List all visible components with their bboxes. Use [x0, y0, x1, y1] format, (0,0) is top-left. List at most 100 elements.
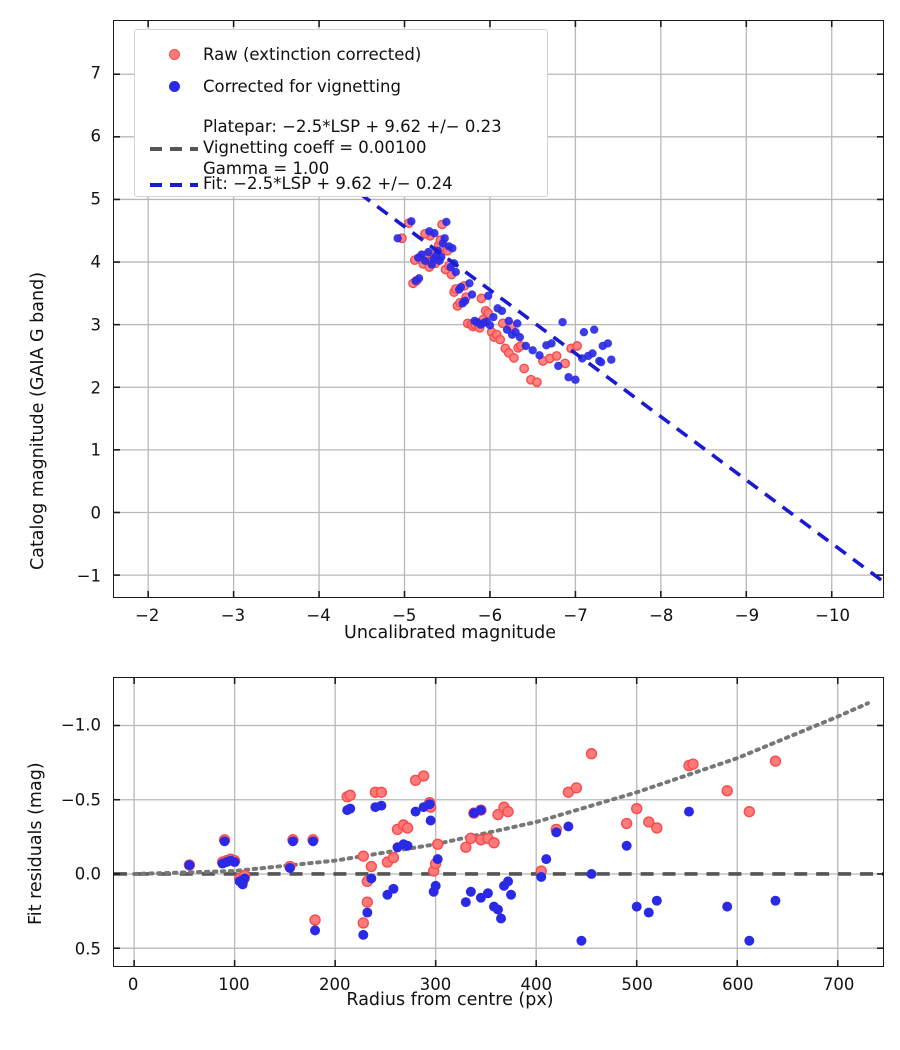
bottom-xaxis-label: Radius from centre (px)	[346, 990, 554, 1010]
data-point	[425, 227, 434, 236]
data-point	[651, 895, 662, 906]
data-point	[366, 873, 377, 884]
fit-residuals-plot	[113, 677, 884, 967]
top-yaxis-label: Catalog magnitude (GAIA G band)	[28, 271, 48, 570]
data-point	[432, 854, 443, 865]
data-point	[643, 816, 655, 828]
data-point	[508, 352, 519, 363]
data-point	[475, 805, 486, 816]
data-point	[401, 822, 414, 834]
data-point	[430, 880, 441, 891]
data-point	[229, 857, 240, 868]
bottom-yaxis-label: Fit residuals (mag)	[26, 762, 46, 925]
data-point	[361, 896, 374, 908]
data-point	[451, 267, 460, 277]
data-point	[465, 832, 477, 844]
data-point	[239, 873, 250, 884]
data-point	[621, 840, 632, 851]
data-point	[358, 929, 369, 940]
data-point	[502, 325, 512, 334]
data-point	[651, 822, 663, 834]
data-point	[310, 925, 321, 936]
data-point	[482, 888, 493, 899]
data-point	[563, 821, 574, 832]
data-point	[488, 837, 500, 849]
data-point	[420, 256, 430, 265]
data-point	[440, 234, 449, 243]
data-point	[541, 854, 552, 865]
series-corrected-for-vignetting	[184, 799, 781, 946]
data-point	[460, 897, 471, 908]
legend-dashed-line-icon	[145, 174, 203, 193]
bottom-panel-canvas	[114, 678, 883, 966]
legend-item: Platepar: −2.5*LSP + 9.62 +/− 0.23 Vigne…	[145, 116, 502, 179]
data-point	[503, 876, 514, 887]
vignetting-curve-line	[132, 701, 870, 876]
data-point	[414, 274, 424, 283]
legend-item-label: Platepar: −2.5*LSP + 9.62 +/− 0.23 Vigne…	[203, 117, 502, 178]
data-point	[554, 361, 563, 371]
legend: Raw (extinction corrected) Corrected for …	[134, 29, 548, 197]
data-point	[493, 904, 503, 915]
legend-item-label: Raw (extinction corrected)	[203, 45, 422, 64]
legend-dot-icon	[145, 77, 203, 96]
legend-dot-icon	[145, 45, 203, 64]
data-point	[496, 913, 507, 924]
data-point	[417, 250, 426, 259]
data-point	[643, 907, 654, 918]
data-point	[184, 860, 195, 871]
data-point	[388, 883, 399, 894]
data-point	[308, 836, 319, 847]
series-corrected-for-vignetting	[393, 217, 616, 384]
data-point	[722, 901, 733, 912]
data-point	[547, 339, 556, 348]
data-point	[744, 935, 755, 946]
data-point	[460, 841, 472, 853]
data-point	[456, 282, 466, 292]
data-point	[219, 836, 230, 847]
data-point	[357, 850, 369, 862]
data-point	[572, 341, 582, 351]
data-point	[558, 317, 567, 327]
data-point	[489, 312, 498, 322]
data-point	[393, 234, 402, 243]
data-point	[570, 782, 583, 794]
data-point	[620, 817, 633, 830]
legend-item: Raw (extinction corrected)	[145, 44, 421, 65]
data-point	[684, 806, 694, 817]
legend-item-label: Fit: −2.5*LSP + 9.62 +/− 0.24	[203, 174, 453, 193]
data-point	[551, 827, 562, 838]
data-point	[590, 325, 599, 334]
data-point	[485, 321, 495, 330]
legend-item-label: Corrected for vignetting	[203, 77, 401, 96]
data-point	[407, 217, 416, 226]
data-point	[631, 901, 642, 912]
data-point	[721, 785, 733, 797]
data-point	[402, 840, 413, 851]
data-point	[528, 346, 537, 355]
data-point	[513, 319, 522, 328]
data-point	[551, 351, 562, 361]
data-point	[284, 863, 295, 873]
data-point	[448, 244, 457, 253]
data-point	[588, 349, 597, 358]
legend-item: Corrected for vignetting	[145, 76, 401, 97]
data-point	[519, 363, 530, 374]
data-point	[460, 296, 470, 306]
data-point	[564, 373, 573, 382]
data-point	[467, 290, 477, 299]
data-point	[387, 851, 400, 864]
data-point	[497, 306, 507, 316]
data-point	[357, 917, 369, 929]
data-point	[506, 889, 517, 900]
data-point	[743, 805, 755, 818]
legend-dashed-line-icon	[145, 138, 203, 157]
data-point	[571, 375, 580, 384]
data-point	[424, 247, 433, 257]
data-point	[607, 355, 616, 364]
data-point	[504, 316, 513, 326]
data-point	[417, 770, 430, 782]
data-point	[465, 886, 476, 897]
data-point	[687, 758, 699, 770]
